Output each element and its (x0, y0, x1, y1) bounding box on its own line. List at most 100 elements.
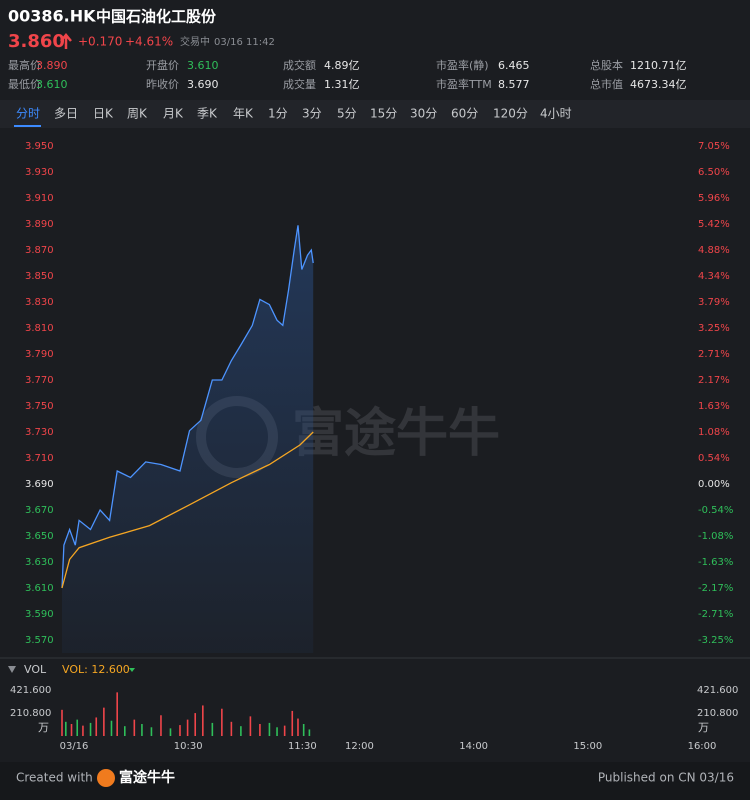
status: 交易中 (180, 35, 210, 48)
stat-label: 总市值 (590, 77, 623, 91)
y2-tick-label: 2.17% (698, 375, 730, 386)
tab[interactable]: 分时 (16, 107, 40, 121)
y-tick-label: 3.650 (25, 531, 54, 542)
unit: 万 (38, 721, 49, 734)
y-tick-label: 3.930 (25, 167, 54, 178)
y2-tick-label: 7.05% (698, 141, 730, 152)
y-tick-label: 3.810 (25, 323, 54, 334)
tab[interactable]: 周K (127, 107, 148, 121)
x-tick-label: 16:00 (688, 741, 717, 752)
tab[interactable]: 60分 (451, 107, 478, 121)
tab[interactable]: 年K (233, 107, 254, 121)
volume-bar (283, 725, 286, 736)
volume-bar (230, 721, 233, 736)
y2-tick-label: 0.00% (698, 479, 730, 490)
y-tick-label: 3.710 (25, 453, 54, 464)
y2-tick-label: 5.96% (698, 193, 730, 204)
y-tick-label: 3.790 (25, 349, 54, 360)
volume-bar (179, 725, 181, 736)
up-arrow (60, 33, 72, 49)
volume-bar (141, 723, 143, 736)
volume-bar (249, 716, 252, 736)
stat-value: 3.610 (36, 78, 68, 91)
created-with: Created with (16, 771, 93, 785)
tab[interactable]: 日K (93, 107, 114, 121)
stat-label: 总股本 (590, 58, 623, 72)
volume-bar (82, 725, 84, 736)
volume-bar (202, 705, 204, 736)
tab[interactable]: 月K (163, 107, 184, 121)
stat-value: 1.31亿 (324, 78, 360, 91)
time: 03/16 11:42 (214, 37, 275, 48)
volume-bar (240, 726, 242, 736)
tab[interactable]: 1分 (268, 107, 288, 121)
vol-legend: VOL: 12.600 (62, 663, 130, 676)
y2-tick-label: 2.71% (698, 349, 730, 360)
brand-logo (97, 769, 115, 787)
stat-value: 3.610 (187, 59, 219, 72)
stat-label: 开盘价 (146, 58, 179, 72)
price: 3.860 (8, 31, 65, 52)
y-tick-label: 421.600 (10, 685, 51, 696)
tab[interactable]: 多日 (54, 107, 78, 121)
tab[interactable]: 4小时 (540, 107, 572, 121)
tab[interactable]: 季K (197, 107, 218, 121)
published: Published on CN 03/16 (598, 771, 734, 785)
y-tick-label: 421.600 (697, 685, 738, 696)
tab[interactable]: 30分 (410, 107, 437, 121)
volume-bar (291, 710, 294, 736)
y-tick-label: 3.630 (25, 557, 54, 568)
watermark: 富途牛牛 (292, 404, 500, 464)
stock-name: 中国石油化工股份 (96, 8, 217, 26)
tab[interactable]: 120分 (493, 107, 528, 121)
volume-bar (103, 707, 105, 736)
price-line (61, 225, 314, 589)
stat-label: 市盈率TTM (436, 77, 492, 91)
volume-bar (211, 722, 214, 736)
tab[interactable]: 3分 (302, 107, 322, 121)
volume-bar (124, 726, 126, 736)
y-tick-label: 3.730 (25, 427, 54, 438)
y-tick-label: 3.910 (25, 193, 54, 204)
x-tick-label: 15:00 (573, 741, 602, 752)
y-tick-label: 3.830 (25, 297, 54, 308)
x-tick-label: 10:30 (174, 741, 203, 752)
tab[interactable]: 5分 (337, 107, 357, 121)
volume-bar (61, 709, 63, 736)
stat-value: 3.890 (36, 59, 68, 72)
volume-bar (186, 719, 189, 736)
volume-bar (276, 727, 278, 736)
tab[interactable]: 15分 (370, 107, 397, 121)
volume-bar (160, 715, 162, 736)
stat-value: 1210.71亿 (630, 59, 687, 72)
volume-bar (76, 719, 79, 736)
stat-value: 4.89亿 (324, 59, 360, 72)
volume-bar (169, 728, 172, 736)
stat-label: 最低价 (8, 78, 41, 91)
volume-bar (302, 723, 305, 736)
brand: 富途牛牛 (119, 769, 175, 786)
collapse-icon[interactable] (8, 666, 16, 673)
y2-tick-label: -1.08% (698, 531, 733, 542)
volume-bar (116, 692, 118, 736)
footer-bar (0, 762, 750, 800)
unit: 万 (698, 721, 709, 734)
volume-bar (268, 722, 271, 736)
y2-tick-label: 1.63% (698, 401, 730, 412)
stock-code: 00386.HK (8, 7, 96, 26)
y-tick-label: 3.890 (25, 219, 54, 230)
volume-bar (89, 722, 92, 736)
y-tick-label: 3.870 (25, 245, 54, 256)
volume-bar (221, 708, 223, 736)
volume-bar (95, 717, 98, 736)
y-tick-label: 3.950 (25, 141, 54, 152)
volume-bar (194, 713, 197, 736)
dropdown-icon[interactable] (129, 668, 135, 672)
y2-tick-label: -1.63% (698, 557, 733, 568)
stat-value: 3.690 (187, 78, 219, 91)
vol-label: VOL (24, 663, 47, 676)
volume-bar (150, 727, 153, 736)
y2-tick-label: 1.08% (698, 427, 730, 438)
change-pct: +4.61% (125, 35, 173, 49)
